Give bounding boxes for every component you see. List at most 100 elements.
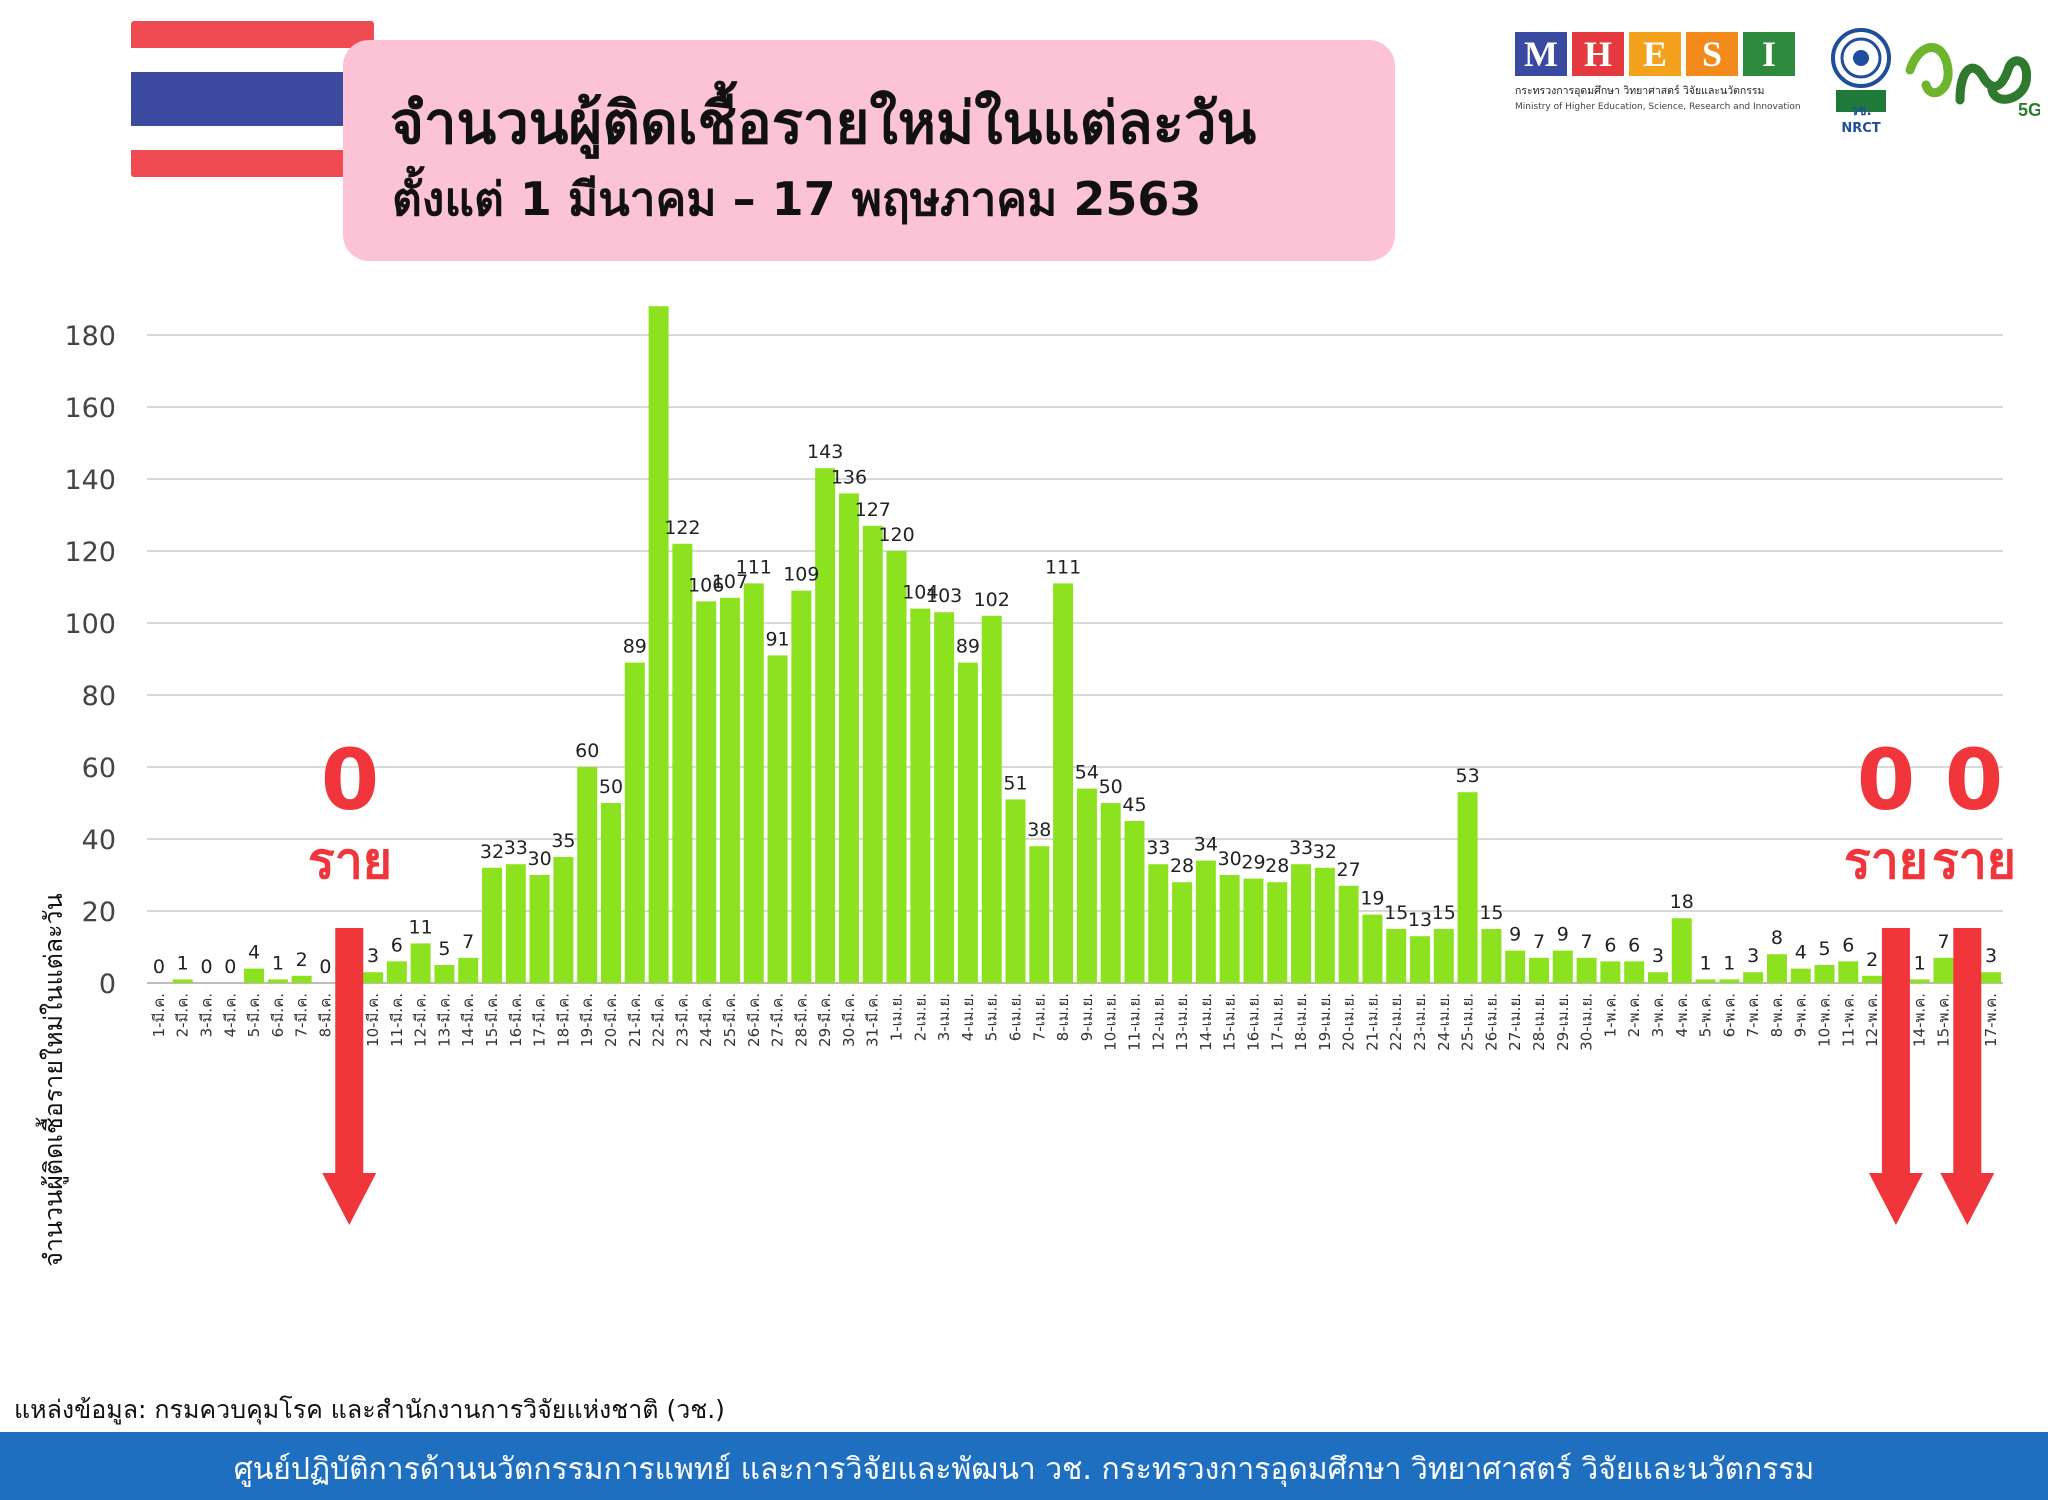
bar — [767, 655, 788, 983]
data-label: 6 — [1628, 934, 1640, 956]
bar — [862, 525, 883, 983]
data-label: 3 — [367, 945, 379, 967]
x-tick-label: 13-มี.ค. — [435, 993, 453, 1047]
x-tick-label: 10-เม.ย. — [1102, 993, 1120, 1051]
bar — [458, 957, 479, 983]
data-label: 29 — [1241, 852, 1265, 874]
data-label: 9 — [1509, 924, 1521, 946]
data-label: 3 — [1747, 945, 1759, 967]
zero-case-annotation-3: 0 ราย — [1924, 738, 2024, 886]
bar — [1362, 914, 1383, 983]
nrct-label: วช. NRCT — [1841, 104, 1881, 136]
x-tick-label: 22-เม.ย. — [1387, 993, 1405, 1051]
bar-chart: 0100412003611573233303560508918812210610… — [35, 300, 2003, 1267]
data-label: 1 — [177, 952, 189, 974]
x-tick-label: 12-พ.ค. — [1863, 993, 1881, 1047]
x-tick-label: 1-มี.ค. — [150, 993, 168, 1037]
bar — [1600, 961, 1621, 983]
x-tick-label: 22-มี.ค. — [650, 993, 668, 1047]
bar — [1053, 583, 1074, 983]
x-tick-label: 5-เม.ย. — [983, 993, 1001, 1041]
bar — [172, 979, 193, 983]
bar — [1766, 954, 1787, 983]
data-label: 30 — [528, 848, 552, 870]
data-source-note: แหล่งข้อมูล: กรมควบคุมโรค และสำนักงานการ… — [14, 1395, 725, 1424]
mhesi-letter: I — [1743, 32, 1795, 76]
bar — [1148, 864, 1169, 983]
x-tick-label: 12-มี.ค. — [412, 993, 430, 1047]
data-label: 111 — [736, 556, 772, 578]
data-label: 7 — [1581, 931, 1593, 953]
mhesi-letter: M — [1515, 32, 1567, 76]
data-label: 136 — [831, 466, 867, 488]
chart-y-tick-labels: 020406080100120140160180200 — [64, 321, 116, 1000]
data-label: 54 — [1075, 762, 1099, 784]
data-label: 15 — [1384, 902, 1408, 924]
x-tick-label: 14-เม.ย. — [1197, 993, 1215, 1051]
data-label: 9 — [1557, 924, 1569, 946]
x-tick-label: 18-มี.ค. — [554, 993, 572, 1047]
bar — [482, 867, 503, 983]
thai-flag — [131, 21, 374, 177]
zero-count-unit: ราย — [1931, 832, 2017, 890]
data-label: 89 — [623, 636, 647, 658]
bar — [1671, 918, 1692, 983]
x-tick-label: 11-มี.ค. — [388, 993, 406, 1047]
x-tick-label: 26-เม.ย. — [1482, 993, 1500, 1051]
x-tick-label: 25-มี.ค. — [721, 993, 739, 1047]
data-label: 4 — [248, 942, 260, 964]
data-label: 33 — [1289, 837, 1313, 859]
x-tick-label: 25-เม.ย. — [1459, 993, 1477, 1051]
x-tick-label: 8-เม.ย. — [1054, 993, 1072, 1041]
x-tick-label: 7-พ.ค. — [1744, 993, 1762, 1037]
bar — [386, 961, 407, 983]
x-tick-label: 23-มี.ค. — [673, 993, 691, 1047]
x-tick-label: 8-พ.ค. — [1768, 993, 1786, 1037]
x-tick-label: 29-เม.ย. — [1554, 993, 1572, 1051]
x-tick-label: 17-เม.ย. — [1268, 993, 1286, 1051]
data-label: 51 — [1003, 772, 1027, 794]
zero-case-annotation-2: 0 ราย — [1836, 738, 1936, 886]
bar — [410, 943, 431, 983]
data-label: 2 — [296, 949, 308, 971]
data-label: 1 — [1700, 952, 1712, 974]
data-label: 18 — [1670, 891, 1694, 913]
y-tick-label: 40 — [82, 825, 116, 856]
y-tick-label: 0 — [99, 969, 116, 1000]
bar — [1981, 972, 2002, 983]
data-label: 28 — [1170, 855, 1194, 877]
data-label: 103 — [926, 585, 962, 607]
zero-case-annotation-1: 0 ราย — [300, 738, 400, 886]
data-label: 8 — [1771, 927, 1783, 949]
data-label: 45 — [1122, 794, 1146, 816]
bar — [1719, 979, 1740, 983]
data-label: 15 — [1432, 902, 1456, 924]
x-tick-label: 18-เม.ย. — [1292, 993, 1310, 1051]
x-tick-label: 2-เม.ย. — [911, 993, 929, 1041]
bar — [1933, 957, 1954, 983]
x-tick-label: 27-เม.ย. — [1506, 993, 1524, 1051]
bar — [244, 968, 265, 983]
bar — [910, 608, 931, 983]
chart-x-tick-labels: 1-มี.ค. 2-มี.ค. 3-มี.ค. 4-มี.ค. 5-มี.ค. 6-มี.… — [150, 993, 2000, 1051]
x-tick-label: 27-มี.ค. — [769, 993, 787, 1047]
x-tick-label: 11-เม.ย. — [1125, 993, 1143, 1051]
data-label: 188 — [640, 300, 676, 301]
data-label: 109 — [783, 564, 819, 586]
bar — [1552, 950, 1573, 983]
zero-case-arrows — [322, 928, 1995, 1225]
x-tick-label: 26-มี.ค. — [745, 993, 763, 1047]
bar — [1790, 968, 1811, 983]
x-tick-label: 3-พ.ค. — [1649, 993, 1667, 1037]
x-tick-label: 5-พ.ค. — [1697, 993, 1715, 1037]
bar — [1838, 961, 1859, 983]
data-label: 6 — [1604, 934, 1616, 956]
x-tick-label: 20-เม.ย. — [1340, 993, 1358, 1051]
bar — [267, 979, 288, 983]
data-label: 122 — [664, 517, 700, 539]
data-label: 6 — [1842, 934, 1854, 956]
data-label: 106 — [688, 574, 724, 596]
bar — [1243, 878, 1264, 983]
data-label: 111 — [1045, 556, 1081, 578]
bar — [1624, 961, 1645, 983]
